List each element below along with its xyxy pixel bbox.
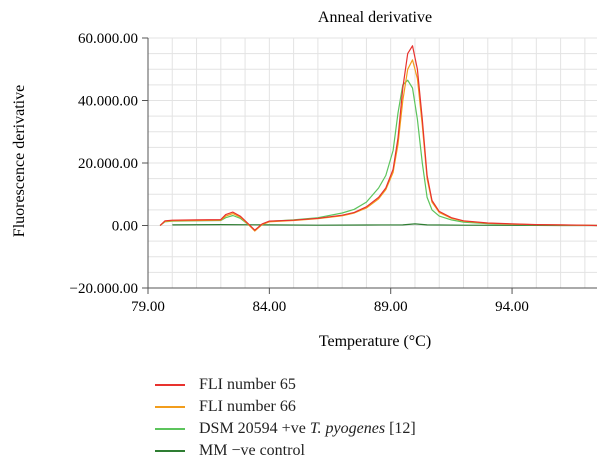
series-group: [159, 45, 598, 232]
legend-item: FLI number 66: [155, 396, 416, 418]
y-tick-label: −20.000.00: [70, 281, 138, 297]
grid: [147, 37, 597, 289]
y-tick-label: 60.000.00: [78, 31, 138, 47]
chart-title: Anneal derivative: [318, 9, 432, 26]
x-tick-label: 89.00: [374, 299, 408, 315]
y-tick-label: 20.000.00: [78, 156, 138, 172]
legend-swatch: [155, 384, 185, 386]
legend-item: MM −ve control: [155, 440, 416, 462]
x-tick-label: 84.00: [252, 299, 286, 315]
legend-label: FLI number 66: [199, 398, 296, 415]
legend-label: MM −ve control: [199, 442, 305, 459]
legend-label: FLI number 65: [199, 376, 296, 393]
legend-swatch: [155, 406, 185, 408]
x-tick-label: 79.00: [131, 299, 165, 315]
series-line-1: [159, 45, 598, 231]
legend-swatch: [155, 450, 185, 452]
legend: FLI number 65 FLI number 66 DSM 20594 +ve …: [155, 374, 416, 462]
x-tick-label: 94.00: [495, 299, 529, 315]
y-tick-label: 0.00: [112, 219, 138, 235]
chart-svg: Anneal derivative −20.000.00 0.00 20.000.0…: [11, 9, 598, 350]
legend-swatch: [155, 428, 185, 430]
series-line-3: [159, 79, 598, 231]
legend-label: DSM 20594 +ve T. pyogenes [12]: [199, 420, 416, 437]
x-axis-label: Temperature (°C): [319, 333, 431, 350]
legend-item: DSM 20594 +ve T. pyogenes [12]: [155, 418, 416, 440]
legend-item: FLI number 65: [155, 374, 416, 396]
y-axis-label: Fluorescence derivative: [11, 85, 28, 237]
y-tick-label: 40.000.00: [78, 94, 138, 110]
tick-labels: −20.000.00 0.00 20.000.00 40.000.00 60.000.0…: [70, 31, 529, 315]
series-line-2: [159, 59, 598, 232]
